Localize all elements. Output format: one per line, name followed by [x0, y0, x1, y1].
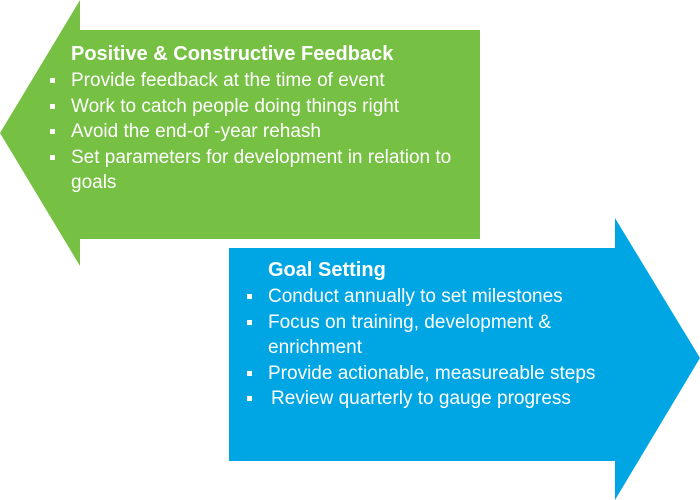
goal-setting-title: Goal Setting — [268, 259, 386, 281]
feedback-title: Positive & Constructive Feedback — [71, 43, 394, 65]
bullet-icon — [50, 78, 55, 83]
list-item: Review quarterly to gauge progress — [247, 386, 648, 412]
bullet-icon — [247, 319, 252, 325]
list-item: Provide actionable, measureable steps — [247, 361, 608, 387]
goal-setting-arrow-right — [229, 218, 700, 500]
feedback-list: Provide feedback at the time of event Wo… — [50, 68, 471, 196]
list-item: Set parameters for development in relati… — [50, 145, 456, 196]
goal-setting-list: Conduct annually to set milestones Focus… — [247, 284, 648, 412]
feedback-content: Positive & Constructive Feedback Provide… — [50, 42, 471, 196]
bullet-icon — [247, 396, 252, 401]
list-item: Focus on training, development & enrichm… — [247, 310, 613, 361]
list-item: Provide feedback at the time of event — [50, 68, 471, 94]
bullet-icon — [50, 103, 55, 109]
bullet-icon — [50, 154, 55, 160]
list-item: Conduct annually to set milestones — [247, 284, 648, 310]
goal-setting-content: Goal Setting Conduct annually to set mil… — [247, 258, 648, 412]
list-item: Work to catch people doing things right — [50, 94, 451, 120]
bullet-icon — [247, 294, 252, 299]
feedback-arrow-left — [0, 0, 480, 266]
bullet-icon — [50, 129, 55, 134]
bullet-icon — [247, 370, 252, 376]
list-item: Avoid the end-of -year rehash — [50, 119, 471, 145]
